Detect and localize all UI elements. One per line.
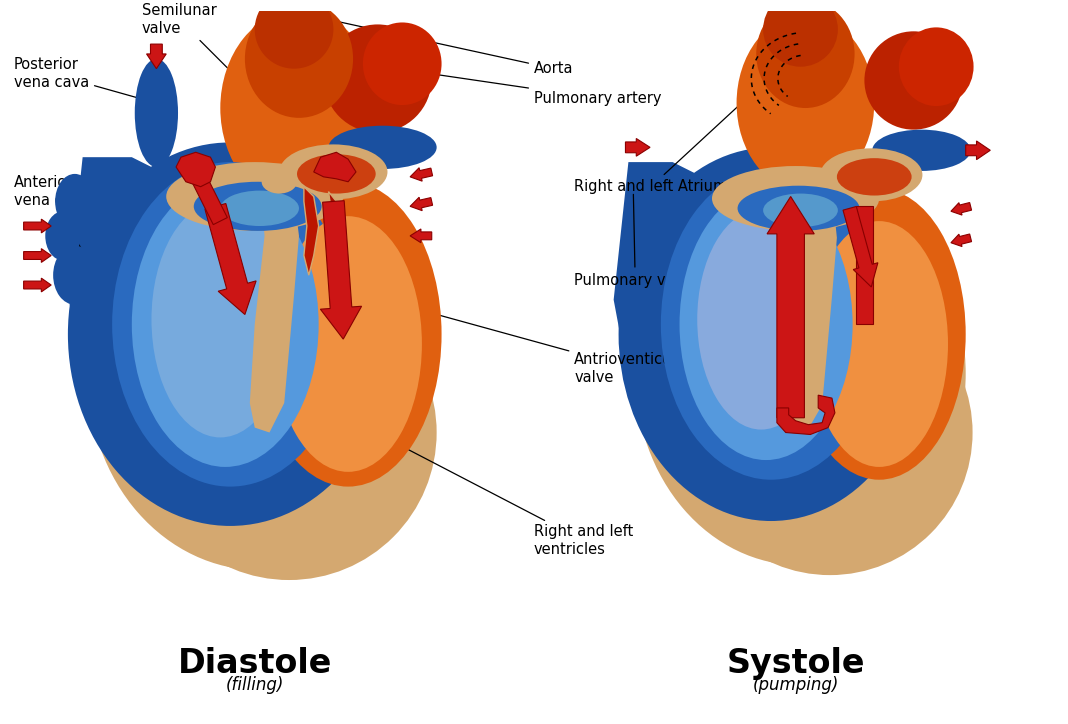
Ellipse shape: [737, 14, 875, 192]
Ellipse shape: [53, 245, 96, 305]
Text: Semilunar
valve: Semilunar valve: [142, 4, 285, 126]
Polygon shape: [304, 187, 318, 275]
Ellipse shape: [131, 182, 318, 467]
Ellipse shape: [167, 162, 343, 231]
Text: Pulmonary artery: Pulmonary artery: [365, 64, 661, 106]
FancyArrow shape: [855, 206, 874, 324]
Ellipse shape: [618, 148, 924, 521]
Polygon shape: [329, 192, 346, 270]
Polygon shape: [788, 180, 837, 431]
Ellipse shape: [764, 0, 838, 67]
Text: (filling): (filling): [225, 676, 284, 694]
Ellipse shape: [68, 143, 392, 526]
Ellipse shape: [363, 22, 441, 105]
Polygon shape: [614, 162, 741, 413]
Ellipse shape: [245, 0, 354, 118]
Text: Anterior
vena cava: Anterior vena cava: [14, 175, 89, 253]
FancyArrow shape: [205, 203, 256, 314]
FancyArrow shape: [23, 278, 51, 292]
FancyArrow shape: [626, 138, 650, 156]
FancyArrow shape: [410, 168, 433, 181]
Ellipse shape: [688, 290, 973, 575]
Ellipse shape: [193, 182, 321, 231]
Ellipse shape: [712, 166, 879, 231]
Text: Pulmonary veins: Pulmonary veins: [575, 194, 696, 287]
FancyArrow shape: [965, 141, 990, 159]
Ellipse shape: [135, 59, 178, 167]
FancyArrow shape: [146, 44, 167, 69]
Ellipse shape: [255, 182, 441, 487]
Ellipse shape: [262, 170, 297, 193]
Text: (pumping): (pumping): [752, 676, 838, 694]
Ellipse shape: [324, 25, 431, 132]
Ellipse shape: [220, 190, 299, 226]
FancyArrow shape: [23, 248, 51, 262]
Ellipse shape: [142, 285, 437, 580]
Ellipse shape: [635, 182, 965, 565]
FancyArrow shape: [843, 206, 878, 287]
Ellipse shape: [88, 177, 431, 571]
Text: Aorta: Aorta: [331, 20, 574, 76]
Polygon shape: [250, 177, 299, 432]
Ellipse shape: [255, 0, 333, 69]
Ellipse shape: [792, 189, 965, 480]
Polygon shape: [68, 157, 201, 413]
Ellipse shape: [811, 221, 948, 467]
Ellipse shape: [274, 216, 422, 472]
FancyArrow shape: [288, 0, 310, 3]
Ellipse shape: [764, 193, 838, 227]
Ellipse shape: [56, 174, 94, 229]
FancyArrow shape: [410, 197, 433, 211]
Ellipse shape: [661, 169, 881, 480]
Polygon shape: [314, 152, 356, 182]
Ellipse shape: [820, 148, 923, 201]
Text: Diastole: Diastole: [177, 647, 332, 680]
FancyArrow shape: [23, 219, 51, 233]
Ellipse shape: [738, 185, 860, 231]
Ellipse shape: [873, 130, 971, 171]
Ellipse shape: [297, 154, 376, 193]
FancyArrow shape: [767, 196, 814, 418]
Ellipse shape: [697, 209, 826, 429]
FancyArrow shape: [951, 234, 972, 247]
FancyArrow shape: [410, 229, 431, 243]
FancyArrow shape: [189, 169, 227, 224]
Polygon shape: [776, 395, 835, 434]
Text: Systole: Systole: [726, 647, 865, 680]
Ellipse shape: [329, 126, 437, 169]
Ellipse shape: [864, 31, 962, 130]
FancyArrow shape: [320, 201, 362, 339]
Ellipse shape: [899, 28, 974, 106]
Text: Right and left Atrium: Right and left Atrium: [575, 105, 739, 194]
Ellipse shape: [756, 0, 854, 108]
Ellipse shape: [45, 211, 81, 261]
Polygon shape: [176, 152, 216, 187]
Ellipse shape: [112, 162, 348, 487]
Ellipse shape: [837, 158, 912, 195]
Ellipse shape: [679, 189, 852, 460]
FancyArrow shape: [951, 203, 972, 215]
Ellipse shape: [220, 9, 378, 206]
Text: Right and left
ventricles: Right and left ventricles: [321, 404, 633, 557]
Text: Posterior
vena cava: Posterior vena cava: [14, 57, 154, 102]
Ellipse shape: [152, 201, 289, 437]
Text: Antrioventicular
valve: Antrioventicular valve: [297, 276, 692, 384]
Ellipse shape: [280, 144, 388, 200]
